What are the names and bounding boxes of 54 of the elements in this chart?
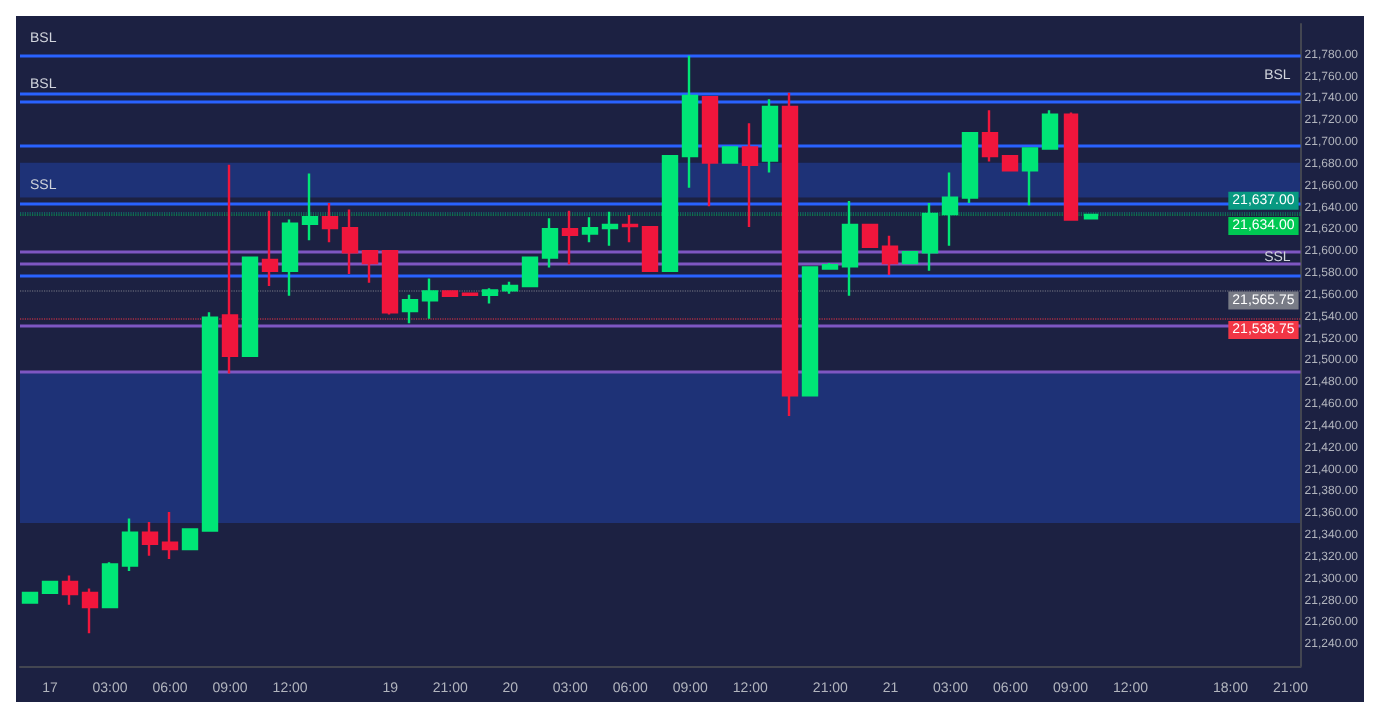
candlestick — [241, 255, 259, 359]
candlestick — [61, 574, 79, 607]
candlestick — [361, 248, 379, 284]
candlestick — [501, 280, 519, 295]
candlestick — [701, 94, 719, 208]
candlestick — [21, 590, 39, 605]
candlestick — [741, 122, 759, 229]
candlestick — [1041, 109, 1059, 151]
candlestick — [421, 277, 439, 320]
candlestick — [41, 579, 59, 596]
candlestick — [841, 199, 859, 298]
candlestick — [521, 255, 539, 289]
candlestick — [581, 216, 599, 244]
candlestick — [921, 201, 939, 272]
candlestick — [881, 234, 899, 277]
candlestick — [661, 153, 679, 274]
candlestick — [941, 171, 959, 247]
candlestick — [981, 109, 999, 163]
candlestick — [901, 249, 919, 266]
candlestick — [821, 261, 839, 271]
candlestick — [1021, 146, 1039, 207]
candlestick — [801, 265, 819, 398]
candlestick — [281, 218, 299, 298]
candlestick — [1001, 153, 1019, 173]
candlestick — [1083, 212, 1099, 221]
candlestick — [561, 209, 579, 266]
candlestick — [681, 54, 699, 189]
candlestick — [541, 217, 559, 269]
candlestick — [121, 517, 139, 573]
candlestick — [301, 172, 319, 242]
candlestick — [761, 98, 779, 174]
candlestick — [201, 311, 219, 533]
candlestick — [641, 224, 659, 274]
candlestick — [101, 561, 119, 610]
candlestick — [861, 222, 879, 250]
candlestick — [781, 91, 799, 418]
candlestick — [81, 587, 99, 635]
candlestick — [181, 527, 199, 552]
candlestick — [961, 130, 979, 205]
candlestick — [481, 287, 499, 305]
candlestick — [401, 293, 419, 325]
candlestick — [721, 145, 739, 165]
candlestick — [221, 163, 239, 375]
candlestick — [141, 520, 159, 557]
candlestick — [461, 291, 479, 298]
candlestick — [621, 213, 639, 244]
candlestick — [261, 209, 279, 288]
candlestick — [441, 289, 459, 299]
candlestick — [1063, 111, 1079, 222]
candlestick — [381, 248, 399, 316]
candlestick — [321, 201, 339, 244]
candlestick — [161, 510, 179, 561]
candlestick — [341, 208, 359, 276]
candlestick — [601, 210, 619, 247]
